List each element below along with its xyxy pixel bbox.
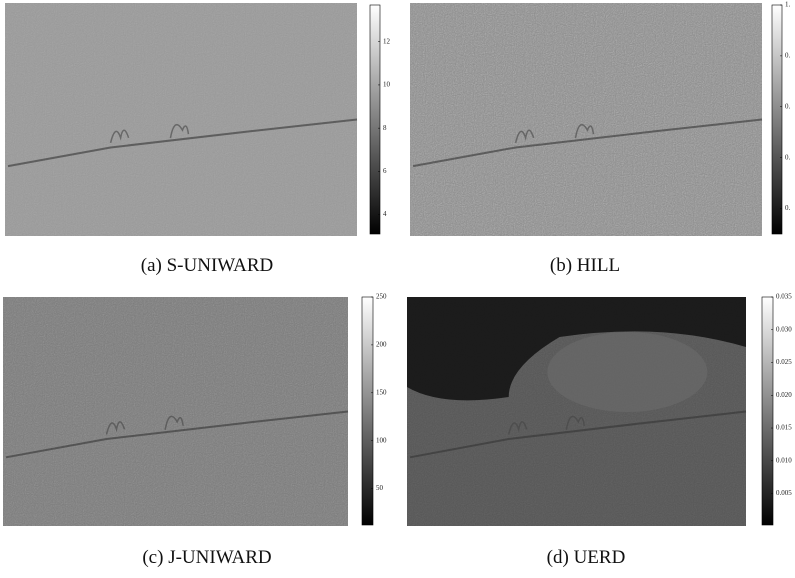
- scene-horizon: [412, 118, 763, 168]
- colorbar: [361, 296, 374, 526]
- image-noise: [5, 3, 357, 236]
- colorbar-tick-label: 0.015: [776, 424, 792, 432]
- image-noise: [3, 297, 348, 526]
- panel: 0.005 0.010 0.015 0.020 0.025 0.030 0.035 (d) U…: [407, 293, 792, 568]
- colorbar-tick-label: 0.: [785, 204, 791, 212]
- colorbar-tick-label: 0.010: [776, 456, 792, 464]
- colorbar-tick-label: 8: [383, 124, 387, 132]
- colorbar: [369, 4, 381, 235]
- colorbar-tick-label: 200: [376, 341, 387, 349]
- scene-figures: [507, 415, 586, 435]
- scene-horizon: [5, 410, 349, 459]
- colorbar-tick-label: 0.: [785, 153, 791, 161]
- dark-region: [407, 297, 746, 401]
- colorbar-tick-label: 150: [376, 388, 387, 396]
- caption: (b) HILL: [550, 255, 620, 276]
- colorbar-tick-label: 0.005: [776, 489, 792, 497]
- scene-figures: [514, 123, 595, 143]
- panel: 1. 0. 0. 0. 0. (b) HILL: [410, 1, 791, 276]
- colorbar-tick-label: 0.: [785, 51, 791, 59]
- colorbar-tick-label: 0.025: [776, 358, 792, 366]
- colorbar-tick-label: 1.: [785, 1, 791, 9]
- caption: (d) UERD: [547, 547, 626, 568]
- caption: (c) J-UNIWARD: [142, 547, 271, 568]
- colorbar-tick-label: 0.030: [776, 325, 792, 333]
- colorbar-tick-label: 0.020: [776, 391, 792, 399]
- scene-horizon: [409, 410, 747, 459]
- colorbar-tick-label: 10: [383, 81, 391, 89]
- colorbar-tick-label: 0.: [785, 102, 791, 110]
- colorbar-tick-label: 50: [376, 484, 384, 492]
- colorbar-tick-label: 0.035: [776, 293, 792, 301]
- colorbar-tick-label: 6: [383, 167, 387, 175]
- scene-figures: [105, 415, 184, 435]
- colorbar-tick-label: 12: [383, 37, 391, 45]
- colorbar-tick-label: 100: [376, 436, 387, 444]
- colorbar: [771, 4, 783, 235]
- panel: 50 100 150 200 250 (c) J-UNIWARD: [3, 293, 387, 568]
- image-noise: [410, 3, 762, 236]
- caption: (a) S-UNIWARD: [141, 255, 273, 276]
- colorbar: [761, 296, 774, 526]
- scene-figures: [109, 123, 190, 143]
- bright-region: [547, 332, 708, 412]
- colorbar-tick-label: 4: [383, 210, 387, 218]
- colorbar-tick-label: 250: [376, 293, 387, 301]
- panel: 4 6 8 10 12 (a) S-UNIWARD: [5, 3, 391, 276]
- scene-horizon: [7, 118, 358, 168]
